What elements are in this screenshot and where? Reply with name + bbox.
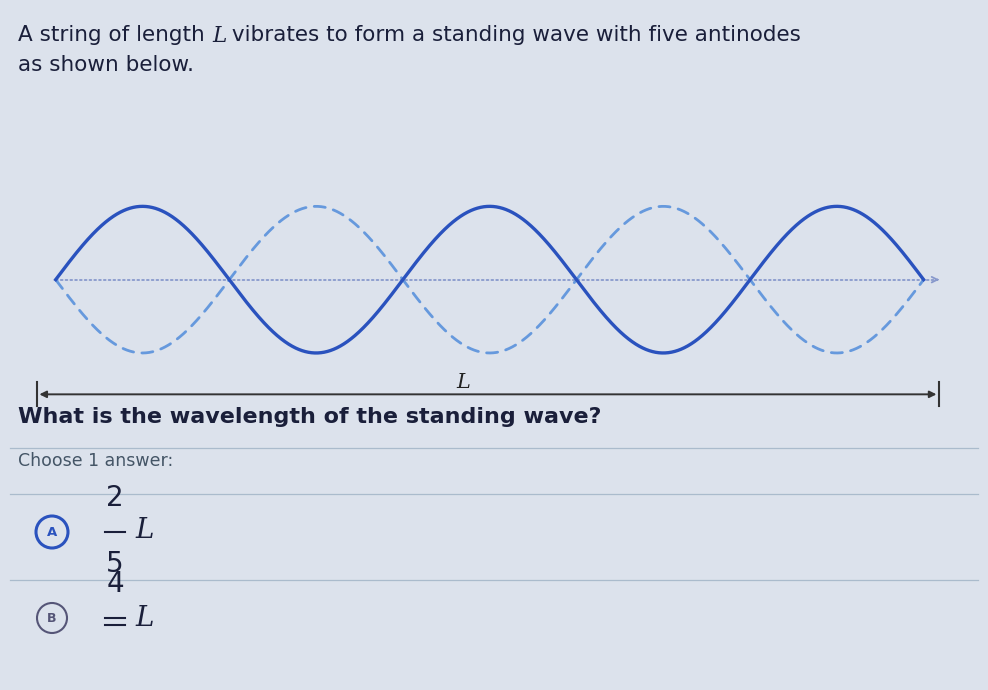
Text: L: L (212, 25, 226, 47)
Text: as shown below.: as shown below. (18, 55, 194, 75)
Text: L: L (135, 604, 153, 631)
Text: What is the wavelength of the standing wave?: What is the wavelength of the standing w… (18, 407, 602, 427)
Text: 5: 5 (106, 550, 124, 578)
Text: Choose 1 answer:: Choose 1 answer: (18, 452, 173, 470)
Text: 4: 4 (106, 570, 124, 598)
Text: 2: 2 (106, 484, 124, 512)
Text: L: L (456, 373, 470, 392)
Text: B: B (47, 611, 56, 624)
Text: vibrates to form a standing wave with five antinodes: vibrates to form a standing wave with fi… (225, 25, 801, 45)
Text: A string of length: A string of length (18, 25, 211, 45)
Text: A: A (46, 526, 57, 538)
Text: L: L (135, 517, 153, 544)
